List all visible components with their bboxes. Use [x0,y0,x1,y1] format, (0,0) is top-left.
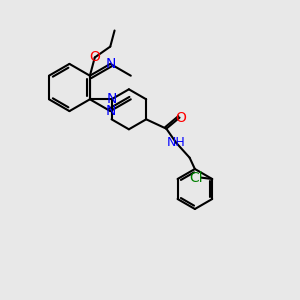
Text: O: O [89,50,100,64]
Text: N: N [105,57,116,71]
Text: N: N [106,92,117,106]
Text: Cl: Cl [189,171,203,184]
Text: N: N [105,104,116,118]
Text: O: O [176,111,186,124]
Text: NH: NH [167,136,186,149]
